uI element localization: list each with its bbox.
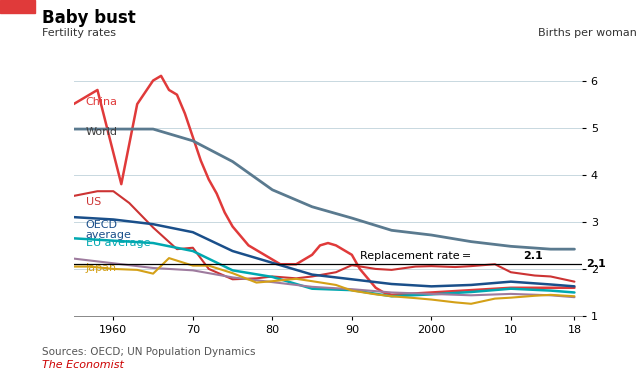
Text: Baby bust: Baby bust xyxy=(42,9,135,27)
Text: US: US xyxy=(86,197,100,207)
Text: Japan: Japan xyxy=(86,263,116,273)
Text: 2.1: 2.1 xyxy=(586,259,606,269)
Text: Births per woman: Births per woman xyxy=(538,28,637,38)
Text: Replacement rate =: Replacement rate = xyxy=(360,251,474,261)
Text: EU average: EU average xyxy=(86,237,150,248)
Text: 2.1: 2.1 xyxy=(523,251,543,261)
Text: Fertility rates: Fertility rates xyxy=(42,28,116,38)
Text: The Economist: The Economist xyxy=(42,360,124,370)
Text: World: World xyxy=(86,128,118,137)
Text: OECD: OECD xyxy=(86,220,118,230)
Text: Sources: OECD; UN Population Dynamics: Sources: OECD; UN Population Dynamics xyxy=(42,347,255,357)
Text: average: average xyxy=(86,230,131,240)
Text: China: China xyxy=(86,97,118,107)
